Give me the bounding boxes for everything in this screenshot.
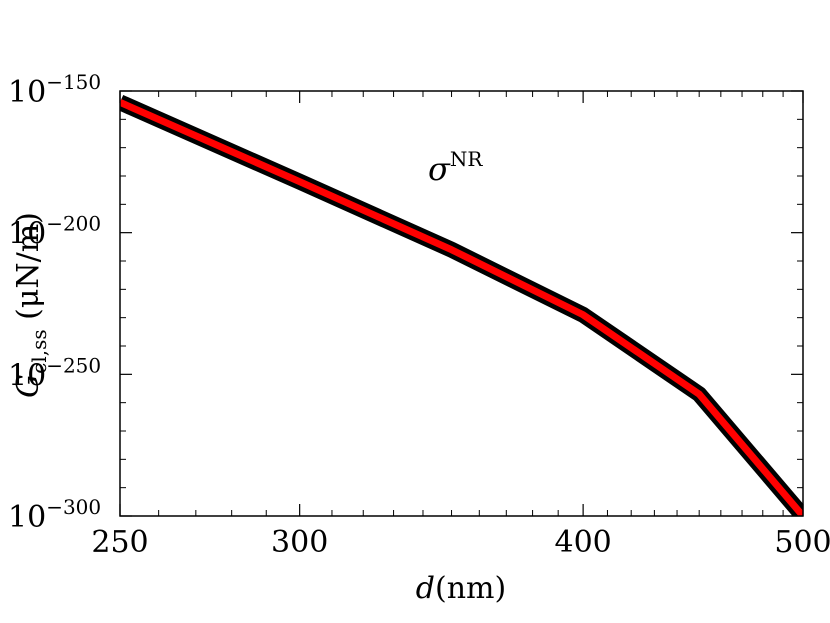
y-tick-label: 10−200: [8, 212, 101, 252]
plot-frame: [119, 90, 804, 517]
y-tick-label: 10−300: [8, 495, 101, 535]
series-line-inner: [120, 99, 803, 516]
x-tick-labels: 250 300 400 500: [91, 525, 830, 560]
x-tick-label: 400: [554, 525, 611, 560]
x-tick-label: 500: [774, 525, 830, 560]
y-axis-title: Gcl,ss (μN/m): [11, 212, 51, 398]
x-axis-title: d(nm): [416, 571, 506, 606]
x-tick-label: 250: [91, 525, 148, 560]
minor-ticks: [120, 91, 803, 516]
y-tick-labels: 10−150 10−200 10−250 10−300: [8, 70, 101, 535]
annotation-sigma: σNR: [428, 147, 483, 188]
x-tick-label: 300: [271, 525, 328, 560]
y-tick-label: 10−150: [8, 70, 101, 110]
series-layer: [120, 94, 803, 516]
y-tick-label: 10−250: [8, 353, 101, 393]
